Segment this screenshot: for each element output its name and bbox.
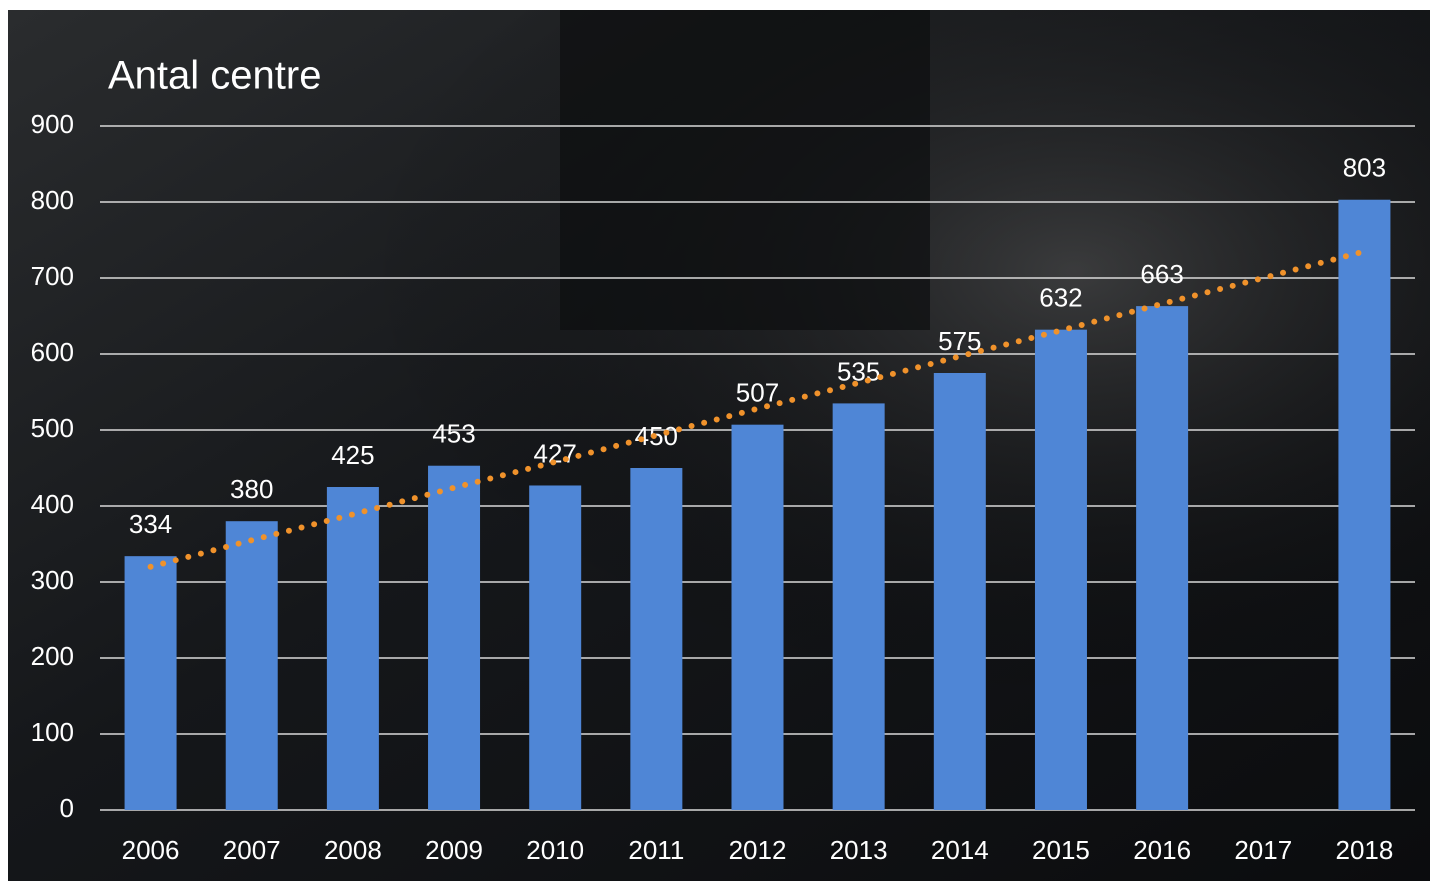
x-tick-label: 2007 [223,835,281,865]
x-tick-label: 2010 [526,835,584,865]
trendline [147,248,1368,570]
y-tick-label: 700 [31,261,74,291]
bar [225,521,278,810]
y-tick-label: 400 [31,489,74,519]
y-tick-label: 0 [60,793,74,823]
x-tick-label: 2008 [324,835,382,865]
bar [124,556,177,810]
bar [731,424,784,810]
x-tick-label: 2009 [425,835,483,865]
x-tick-label: 2018 [1336,835,1394,865]
x-tick-label: 2012 [729,835,787,865]
data-label: 663 [1140,259,1183,289]
bar [933,373,986,810]
bar [1338,199,1391,811]
data-label: 453 [432,419,475,449]
bar [1136,306,1189,810]
y-tick-label: 900 [31,109,74,139]
data-label: 575 [938,326,981,356]
data-label: 632 [1039,283,1082,313]
y-tick-label: 300 [31,565,74,595]
y-tick-label: 800 [31,185,74,215]
data-label: 535 [837,356,880,386]
chart-title: Antal centre [108,54,321,98]
data-label: 803 [1343,153,1386,183]
bar [1034,329,1087,810]
bar [832,403,885,810]
data-label: 507 [736,378,779,408]
x-tick-label: 2013 [830,835,888,865]
bar [326,487,379,810]
x-tick-label: 2015 [1032,835,1090,865]
y-tick-label: 500 [31,413,74,443]
y-tick-label: 100 [31,717,74,747]
background-shape [560,10,930,330]
bar [529,485,582,810]
bar [428,465,481,810]
data-label: 425 [331,440,374,470]
data-label: 334 [129,509,172,539]
x-tick-label: 2017 [1234,835,1292,865]
y-tick-label: 200 [31,641,74,671]
bar [630,468,683,810]
y-tick-label: 600 [31,337,74,367]
data-label: 380 [230,474,273,504]
x-tick-label: 2006 [122,835,180,865]
x-tick-label: 2011 [628,835,684,865]
x-tick-label: 2014 [931,835,989,865]
x-tick-label: 2016 [1133,835,1191,865]
